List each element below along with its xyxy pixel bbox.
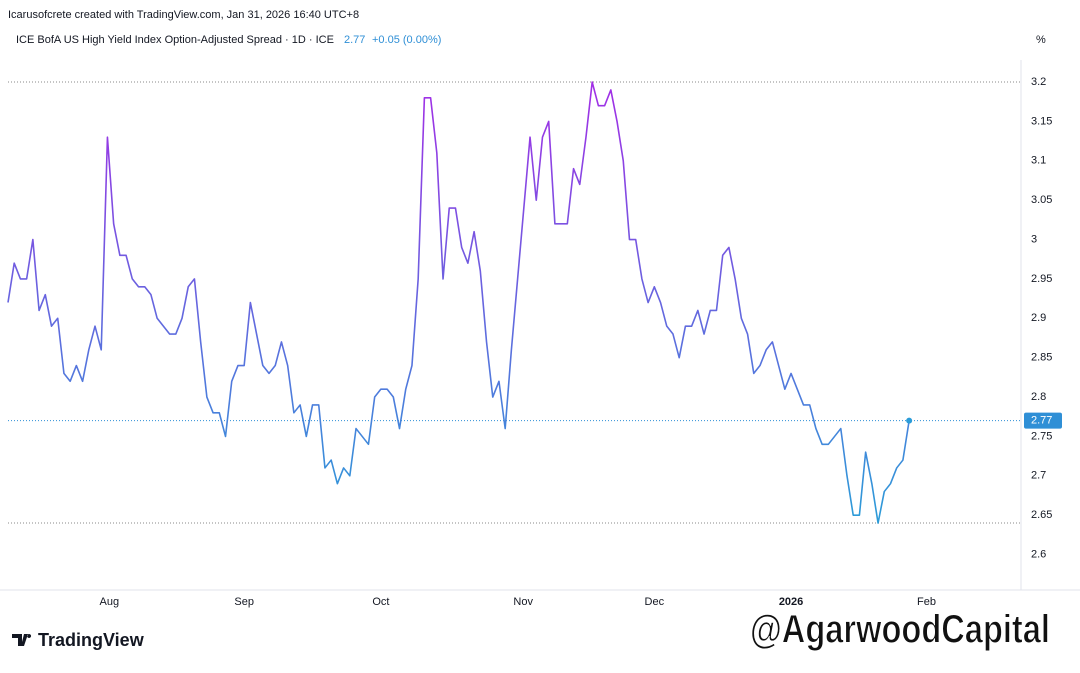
x-tick-label: Nov — [513, 596, 533, 608]
y-tick-label: 3 — [1031, 233, 1037, 245]
symbol: ICE BofA US High Yield Index Option-Adju… — [16, 34, 334, 46]
y-tick-label: 2.9 — [1031, 312, 1046, 324]
price-badge-label: 2.77 — [1031, 415, 1052, 427]
y-tick-label: 2.75 — [1031, 430, 1052, 442]
x-tick-label: Dec — [645, 596, 665, 608]
y-tick-label: 2.6 — [1031, 548, 1046, 560]
y-tick-label: 2.8 — [1031, 391, 1046, 403]
y-tick-label: 3.2 — [1031, 76, 1046, 88]
y-tick-label: 2.7 — [1031, 470, 1046, 482]
logo-icon — [12, 634, 32, 646]
change: +0.05 (0.00%) — [372, 34, 441, 46]
y-tick-label: 3.15 — [1031, 115, 1052, 127]
price-badge — [1024, 412, 1062, 429]
x-tick-label: Sep — [234, 596, 254, 608]
last-value: 2.77 — [344, 34, 365, 46]
unit: % — [1036, 34, 1046, 46]
y-tick-label: 2.85 — [1031, 352, 1052, 364]
y-tick-label: 3.1 — [1031, 155, 1046, 167]
credit: Icarusofcrete created with TradingView.c… — [8, 9, 359, 21]
x-tick-label: 2026 — [779, 596, 803, 608]
y-tick-label: 2.95 — [1031, 273, 1052, 285]
y-tick-label: 3.05 — [1031, 194, 1052, 206]
x-tick-label: Aug — [100, 596, 120, 608]
logo-text: TradingView — [38, 630, 145, 650]
logo: TradingView — [12, 630, 145, 650]
x-tick-label: Oct — [372, 596, 389, 608]
watermark: @AgarwoodCapital — [750, 608, 1050, 652]
line — [7, 81, 910, 524]
x-tick-label: Feb — [917, 596, 936, 608]
last-point — [906, 417, 913, 424]
y-tick-label: 2.65 — [1031, 509, 1052, 521]
